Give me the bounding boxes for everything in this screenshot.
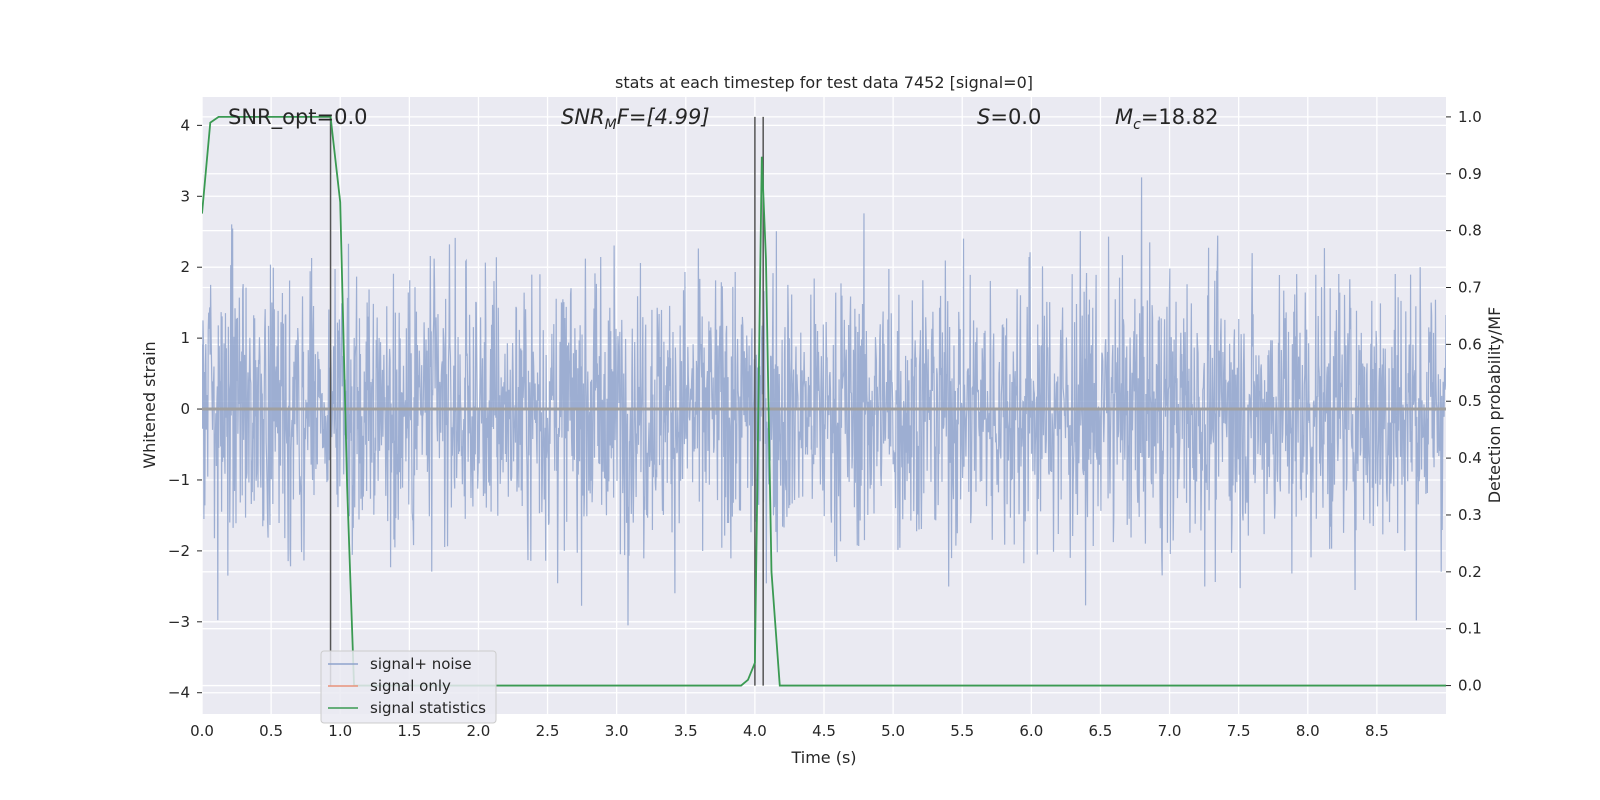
x-tick-label: 4.5 [812,722,836,740]
x-tick-label: 3.0 [605,722,629,740]
annotation-s: S=0.0 [977,105,1041,129]
annotation-s-prefix: S [977,105,990,129]
x-axis-label: Time (s) [790,748,856,767]
y-tick-label: 4 [180,116,190,134]
y-axis-label: Whitened strain [140,341,159,468]
legend-label-signal-only: signal only [370,677,451,695]
x-tick-label: 0.5 [259,722,283,740]
x-tick-label: 2.5 [536,722,560,740]
y-tick-label-right: 0.0 [1458,677,1482,695]
y-tick-label: −4 [168,684,190,702]
x-tick-label: 2.0 [467,722,491,740]
y-axis-label-right: Detection probability/MF [1485,307,1504,504]
x-tick-label: 8.5 [1365,722,1389,740]
annotation-snr-opt: SNR_opt=0.0 [228,105,368,130]
noise-series [202,177,1446,626]
y-tick-label-right: 1.0 [1458,108,1482,126]
annotation-mc-prefix: M [1115,105,1133,129]
y-ticks-right: 1.0 0.9 0.8 0.7 0.6 0.5 0.4 0.3 0.2 0.1 0.0 [1446,108,1482,695]
x-tick-label: 0.0 [190,722,214,740]
x-tick-label: 5.0 [881,722,905,740]
y-tick-label: 1 [180,329,190,347]
x-tick-label: 1.5 [397,722,421,740]
y-tick-label-right: 0.4 [1458,449,1482,467]
legend-label-signal-statistics: signal statistics [370,699,486,717]
chart-title: stats at each timestep for test data 745… [615,73,1033,92]
annotation-snr-mf-suffix: F=[4.99] [617,105,710,129]
x-tick-label: 6.5 [1089,722,1113,740]
series-signal-statistics-line [202,116,1446,687]
stats-series [202,116,1446,687]
series-signal-noise-line [202,177,1446,626]
annotation-snr-mf: SNRMF=[4.99] [561,105,710,133]
y-tick-label-right: 0.7 [1458,279,1482,297]
y-tick-label-right: 0.3 [1458,506,1482,524]
x-ticks: 0.0 0.5 1.0 1.5 2.0 2.5 3.0 3.5 4.0 4.5 5.0 5.5 6.0 6… [190,722,1389,740]
y-tick-label-right: 0.5 [1458,392,1482,410]
annotation-mc: Mc=18.82 [1115,105,1219,133]
x-tick-label: 5.5 [950,722,974,740]
y-tick-label-right: 0.8 [1458,222,1482,240]
x-tick-label: 4.0 [743,722,767,740]
y-tick-label: −1 [168,471,190,489]
y-tick-label-right: 0.2 [1458,563,1482,581]
y-ticks-left: 4 3 2 1 0 −1 −2 −3 −4 [168,116,202,702]
annotation-snr-mf-sub: M [605,117,617,133]
legend-box [320,650,497,724]
y-tick-label: 3 [180,187,190,205]
y-tick-label-right: 0.6 [1458,335,1482,353]
y-tick-label-right: 0.9 [1458,165,1482,183]
x-tick-label: 7.5 [1227,722,1251,740]
y-tick-label-right: 0.1 [1458,620,1482,638]
annotation-mc-suffix: =18.82 [1141,105,1219,129]
y-tick-label: 0 [180,400,190,418]
legend-label-signal-noise: signal+ noise [370,655,472,673]
legend: signal+ noise signal only signal statist… [320,650,497,724]
y-tick-label: −2 [168,542,190,560]
y-tick-label: −3 [168,613,190,631]
annotation-mc-sub: c [1133,117,1141,133]
x-tick-label: 1.0 [328,722,352,740]
y-tick-label: 2 [180,258,190,276]
x-tick-label: 6.0 [1019,722,1043,740]
annotation-s-suffix: =0.0 [990,105,1041,129]
x-tick-label: 8.0 [1296,722,1320,740]
annotation-snr-mf-prefix: SNR [561,105,605,129]
x-tick-label: 7.0 [1158,722,1182,740]
x-tick-label: 3.5 [674,722,698,740]
